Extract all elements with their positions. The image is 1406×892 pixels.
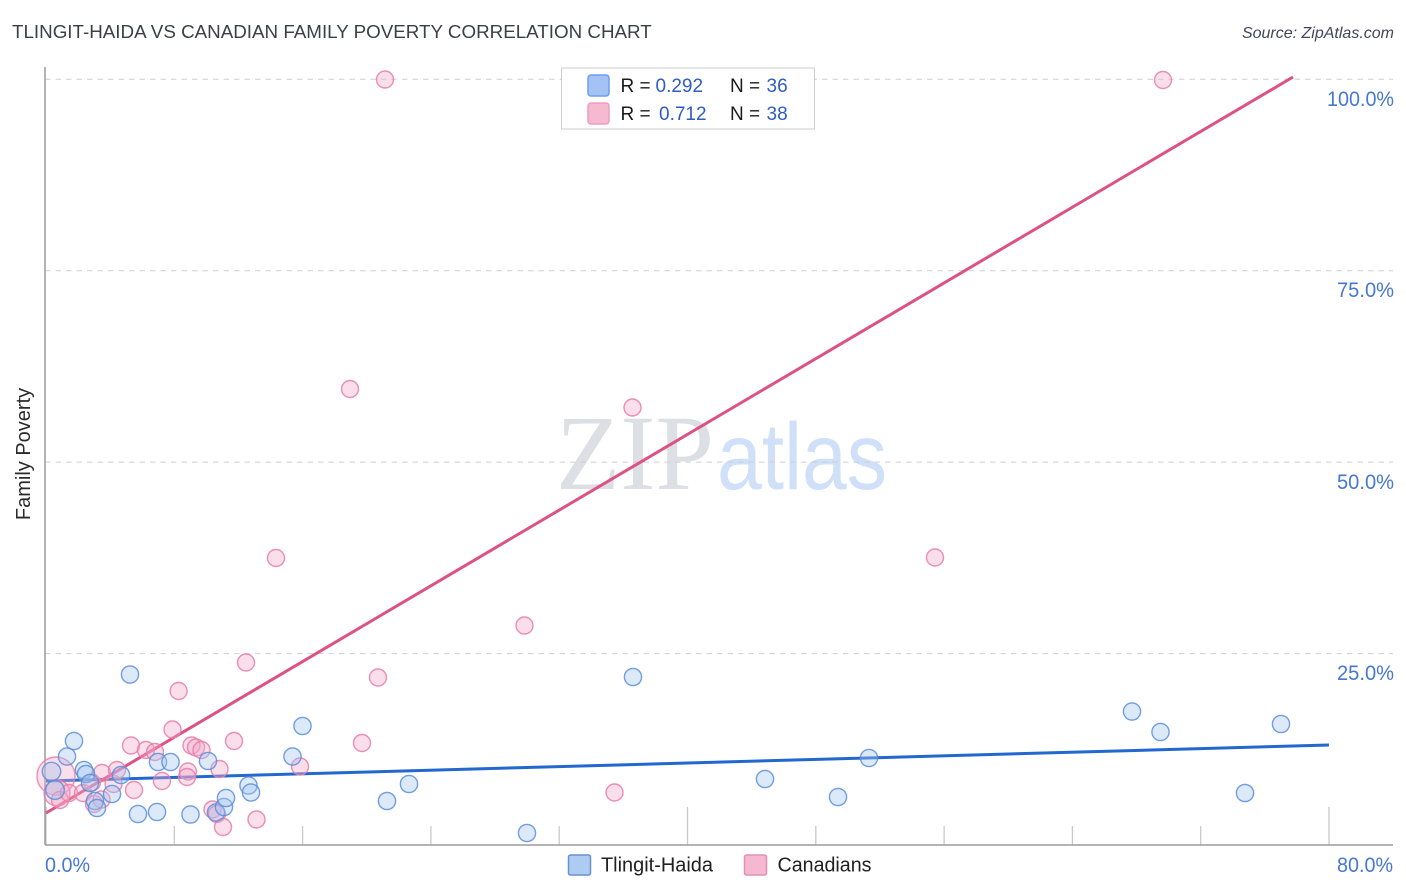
svg-text:100.0%: 100.0% [1327,88,1394,111]
svg-text:0.292: 0.292 [656,76,704,97]
svg-text:R =: R = [621,104,651,125]
svg-text:38: 38 [767,104,788,125]
svg-text:0.0%: 0.0% [45,854,90,877]
svg-text:50.0%: 50.0% [1337,471,1394,494]
svg-text:ZIP: ZIP [556,395,714,513]
svg-text:Canadians: Canadians [778,854,872,877]
svg-text:25.0%: 25.0% [1337,662,1394,685]
svg-text:N =: N = [730,76,760,97]
svg-text:Tlingit-Haida: Tlingit-Haida [601,854,714,877]
svg-text:Family Poverty: Family Poverty [13,388,35,520]
svg-text:Source: ZipAtlas.com: Source: ZipAtlas.com [1242,25,1394,42]
svg-text:80.0%: 80.0% [1337,854,1393,877]
svg-text:TLINGIT-HAIDA VS CANADIAN FAMI: TLINGIT-HAIDA VS CANADIAN FAMILY POVERTY… [12,21,652,42]
svg-text:75.0%: 75.0% [1337,279,1394,302]
svg-text:N =: N = [730,104,760,125]
svg-text:atlas: atlas [717,404,887,510]
svg-text:36: 36 [767,76,788,97]
svg-text:0.712: 0.712 [659,104,707,125]
svg-text:R =: R = [621,76,651,97]
